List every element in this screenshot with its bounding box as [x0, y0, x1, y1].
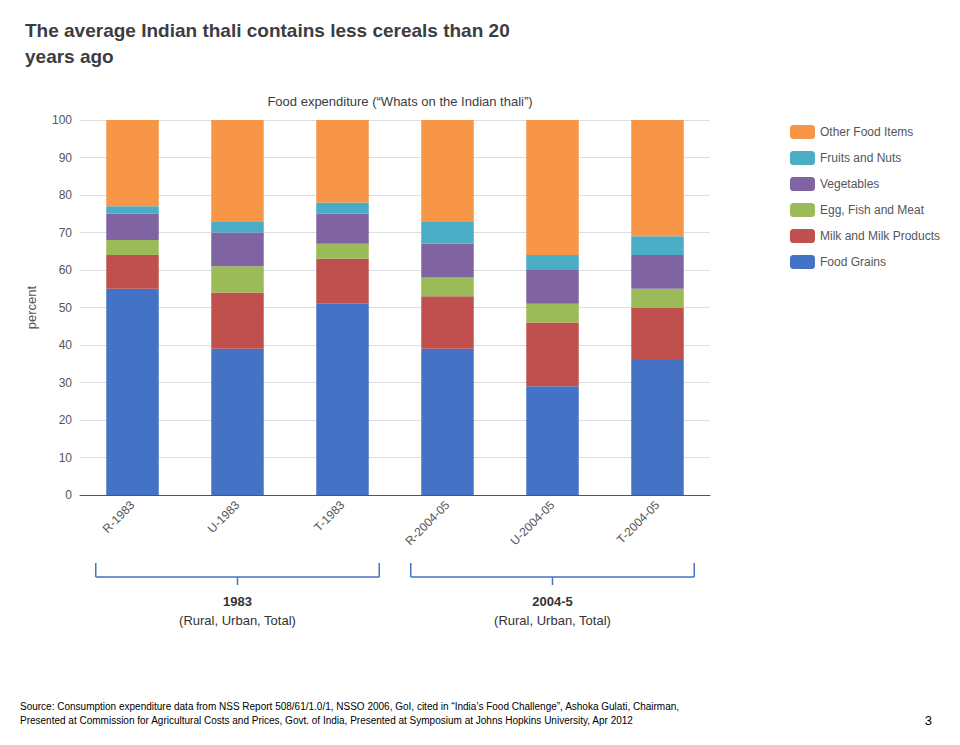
svg-text:30: 30 — [59, 376, 73, 390]
svg-text:90: 90 — [59, 151, 73, 165]
svg-text:20: 20 — [59, 413, 73, 427]
svg-text:The average Indian thali conta: The average Indian thali contains less c… — [25, 20, 510, 41]
svg-text:T-2004-05: T-2004-05 — [614, 498, 663, 547]
svg-text:Vegetables: Vegetables — [820, 177, 879, 191]
svg-text:2004-5: 2004-5 — [532, 594, 572, 609]
svg-text:R-2004-05: R-2004-05 — [402, 498, 452, 548]
svg-text:Presented at Commission for Ag: Presented at Commission for Agricultural… — [20, 715, 633, 726]
svg-text:70: 70 — [59, 226, 73, 240]
svg-text:Food Grains: Food Grains — [820, 255, 886, 269]
svg-text:3: 3 — [925, 713, 932, 728]
svg-text:Other Food Items: Other Food Items — [820, 125, 913, 139]
svg-text:10: 10 — [59, 451, 73, 465]
svg-text:0: 0 — [65, 488, 72, 502]
svg-text:U-1983: U-1983 — [205, 498, 243, 536]
svg-text:1983: 1983 — [223, 594, 252, 609]
svg-text:percent: percent — [24, 285, 39, 329]
svg-text:40: 40 — [59, 338, 73, 352]
svg-text:(Rural, Urban, Total): (Rural, Urban, Total) — [179, 613, 296, 628]
svg-text:U-2004-05: U-2004-05 — [507, 498, 557, 548]
svg-text:50: 50 — [59, 301, 73, 315]
svg-text:Source: Consumption expenditur: Source: Consumption expenditure data fro… — [20, 701, 679, 712]
svg-text:Fruits and Nuts: Fruits and Nuts — [820, 151, 901, 165]
svg-text:80: 80 — [59, 188, 73, 202]
svg-text:(Rural, Urban, Total): (Rural, Urban, Total) — [494, 613, 611, 628]
svg-text:T-1983: T-1983 — [311, 498, 348, 535]
svg-text:R-1983: R-1983 — [100, 498, 138, 536]
svg-text:Milk and Milk Products: Milk and Milk Products — [820, 229, 940, 243]
svg-text:years ago: years ago — [25, 46, 114, 67]
svg-text:60: 60 — [59, 263, 73, 277]
svg-text:Food expenditure (“Whats on th: Food expenditure (“Whats on the Indian t… — [267, 94, 532, 109]
svg-text:Egg, Fish and Meat: Egg, Fish and Meat — [820, 203, 925, 217]
svg-text:100: 100 — [52, 113, 72, 127]
